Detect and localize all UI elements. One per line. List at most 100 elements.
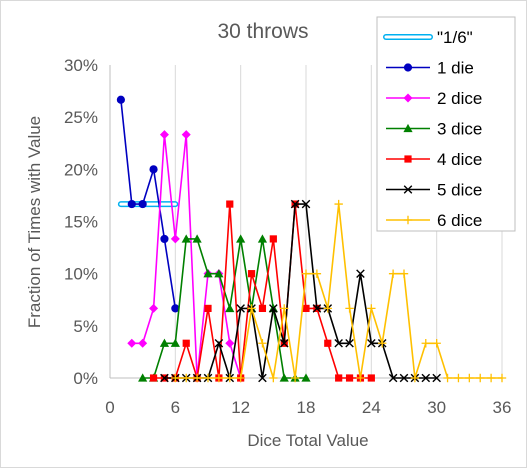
marker-x bbox=[301, 199, 311, 209]
marker-plus bbox=[301, 269, 311, 278]
marker-x bbox=[290, 199, 300, 209]
marker-circle bbox=[116, 95, 125, 104]
x-tick-label: 6 bbox=[171, 398, 180, 417]
marker-square bbox=[182, 339, 190, 347]
marker-diamond bbox=[127, 338, 137, 348]
marker-plus bbox=[486, 373, 496, 383]
marker-x bbox=[345, 338, 354, 348]
marker-diamond bbox=[225, 338, 235, 348]
marker-plus bbox=[403, 215, 413, 225]
marker-square bbox=[269, 235, 277, 243]
y-tick-label: 0% bbox=[73, 369, 98, 388]
legend-entry: 6 dice bbox=[386, 211, 482, 230]
marker-triangle bbox=[279, 373, 289, 382]
marker-diamond bbox=[170, 234, 180, 244]
y-tick-label: 30% bbox=[64, 56, 98, 75]
legend-entry: 5 dice bbox=[386, 181, 482, 200]
axis-layer: 0% 5% 10% 15% 20% 25% 30% 0 6 12 18 24 30 36 bbox=[64, 56, 511, 417]
marker-square bbox=[404, 155, 412, 163]
marker-plus bbox=[443, 373, 452, 383]
y-tick-label: 10% bbox=[64, 265, 98, 284]
legend-entry: 1 die bbox=[386, 59, 474, 78]
x-tick-label: 12 bbox=[231, 398, 250, 417]
legend-label: 3 dice bbox=[437, 120, 482, 139]
marker-plus bbox=[247, 304, 256, 313]
marker-square bbox=[345, 374, 354, 382]
marker-plus bbox=[236, 373, 245, 383]
series-group bbox=[116, 95, 180, 313]
marker-square bbox=[324, 339, 332, 347]
marker-triangle bbox=[236, 234, 246, 243]
marker-plus bbox=[258, 339, 267, 348]
marker-plus bbox=[203, 373, 213, 383]
marker-square bbox=[226, 200, 234, 208]
marker-diamond bbox=[149, 303, 159, 313]
marker-x bbox=[312, 304, 322, 313]
marker-triangle bbox=[138, 373, 148, 382]
marker-triangle bbox=[170, 338, 180, 347]
marker-x bbox=[399, 373, 409, 383]
marker-x bbox=[432, 373, 441, 383]
y-tick-label: 15% bbox=[64, 213, 98, 232]
marker-diamond bbox=[159, 130, 169, 140]
marker-x bbox=[258, 373, 267, 383]
marker-triangle bbox=[203, 269, 213, 278]
marker-triangle bbox=[192, 234, 202, 243]
marker-x bbox=[334, 338, 343, 348]
legend-label: 2 dice bbox=[437, 89, 482, 108]
legend: "1/6" 1 die 2 dice 3 dice 4 dice 5 dice 6 dice bbox=[376, 16, 516, 232]
marker-x bbox=[160, 373, 169, 383]
marker-triangle bbox=[403, 123, 413, 133]
marker-plus bbox=[225, 373, 234, 383]
series-line bbox=[153, 204, 372, 379]
marker-x bbox=[214, 338, 224, 348]
series-line bbox=[120, 99, 177, 309]
marker-plus bbox=[399, 269, 409, 278]
marker-diamond bbox=[181, 130, 191, 140]
marker-plus bbox=[388, 269, 398, 278]
legend-label: 6 dice bbox=[437, 211, 482, 230]
legend-label: 5 dice bbox=[437, 181, 482, 200]
x-tick-label: 24 bbox=[362, 398, 381, 417]
marker-plus bbox=[290, 373, 300, 383]
marker-plus bbox=[465, 373, 474, 383]
marker-x bbox=[388, 373, 398, 383]
marker-triangle bbox=[181, 234, 191, 243]
marker-square bbox=[149, 374, 158, 382]
marker-plus bbox=[269, 373, 278, 383]
marker-plus bbox=[171, 373, 180, 383]
marker-x bbox=[356, 269, 365, 278]
legend-entry: 3 dice bbox=[386, 120, 482, 139]
marker-x bbox=[269, 304, 278, 313]
marker-plus bbox=[476, 373, 485, 383]
marker-square bbox=[247, 270, 256, 278]
marker-x bbox=[403, 185, 413, 194]
marker-x bbox=[236, 304, 245, 313]
marker-plus bbox=[410, 373, 420, 383]
marker-triangle bbox=[159, 338, 170, 347]
marker-square bbox=[367, 374, 375, 382]
x-axis-title: Dice Total Value bbox=[247, 431, 368, 450]
marker-circle bbox=[171, 304, 180, 313]
marker-plus bbox=[454, 373, 463, 383]
marker-circle bbox=[127, 199, 136, 209]
series-line bbox=[164, 203, 437, 379]
series-group bbox=[171, 199, 507, 383]
x-tick-label: 18 bbox=[297, 398, 316, 417]
y-tick-label: 5% bbox=[73, 317, 98, 336]
marker-plus bbox=[345, 304, 354, 313]
marker-diamond bbox=[403, 93, 413, 103]
legend-label: 1 die bbox=[437, 59, 474, 78]
marker-triangle bbox=[214, 269, 224, 278]
marker-x bbox=[279, 338, 289, 348]
legend-box bbox=[376, 16, 516, 232]
marker-plus bbox=[356, 373, 365, 383]
marker-plus bbox=[421, 339, 430, 348]
marker-plus bbox=[367, 304, 376, 313]
marker-square bbox=[335, 374, 343, 382]
marker-plus bbox=[497, 373, 507, 383]
marker-plus bbox=[334, 199, 343, 209]
marker-x bbox=[421, 373, 431, 383]
